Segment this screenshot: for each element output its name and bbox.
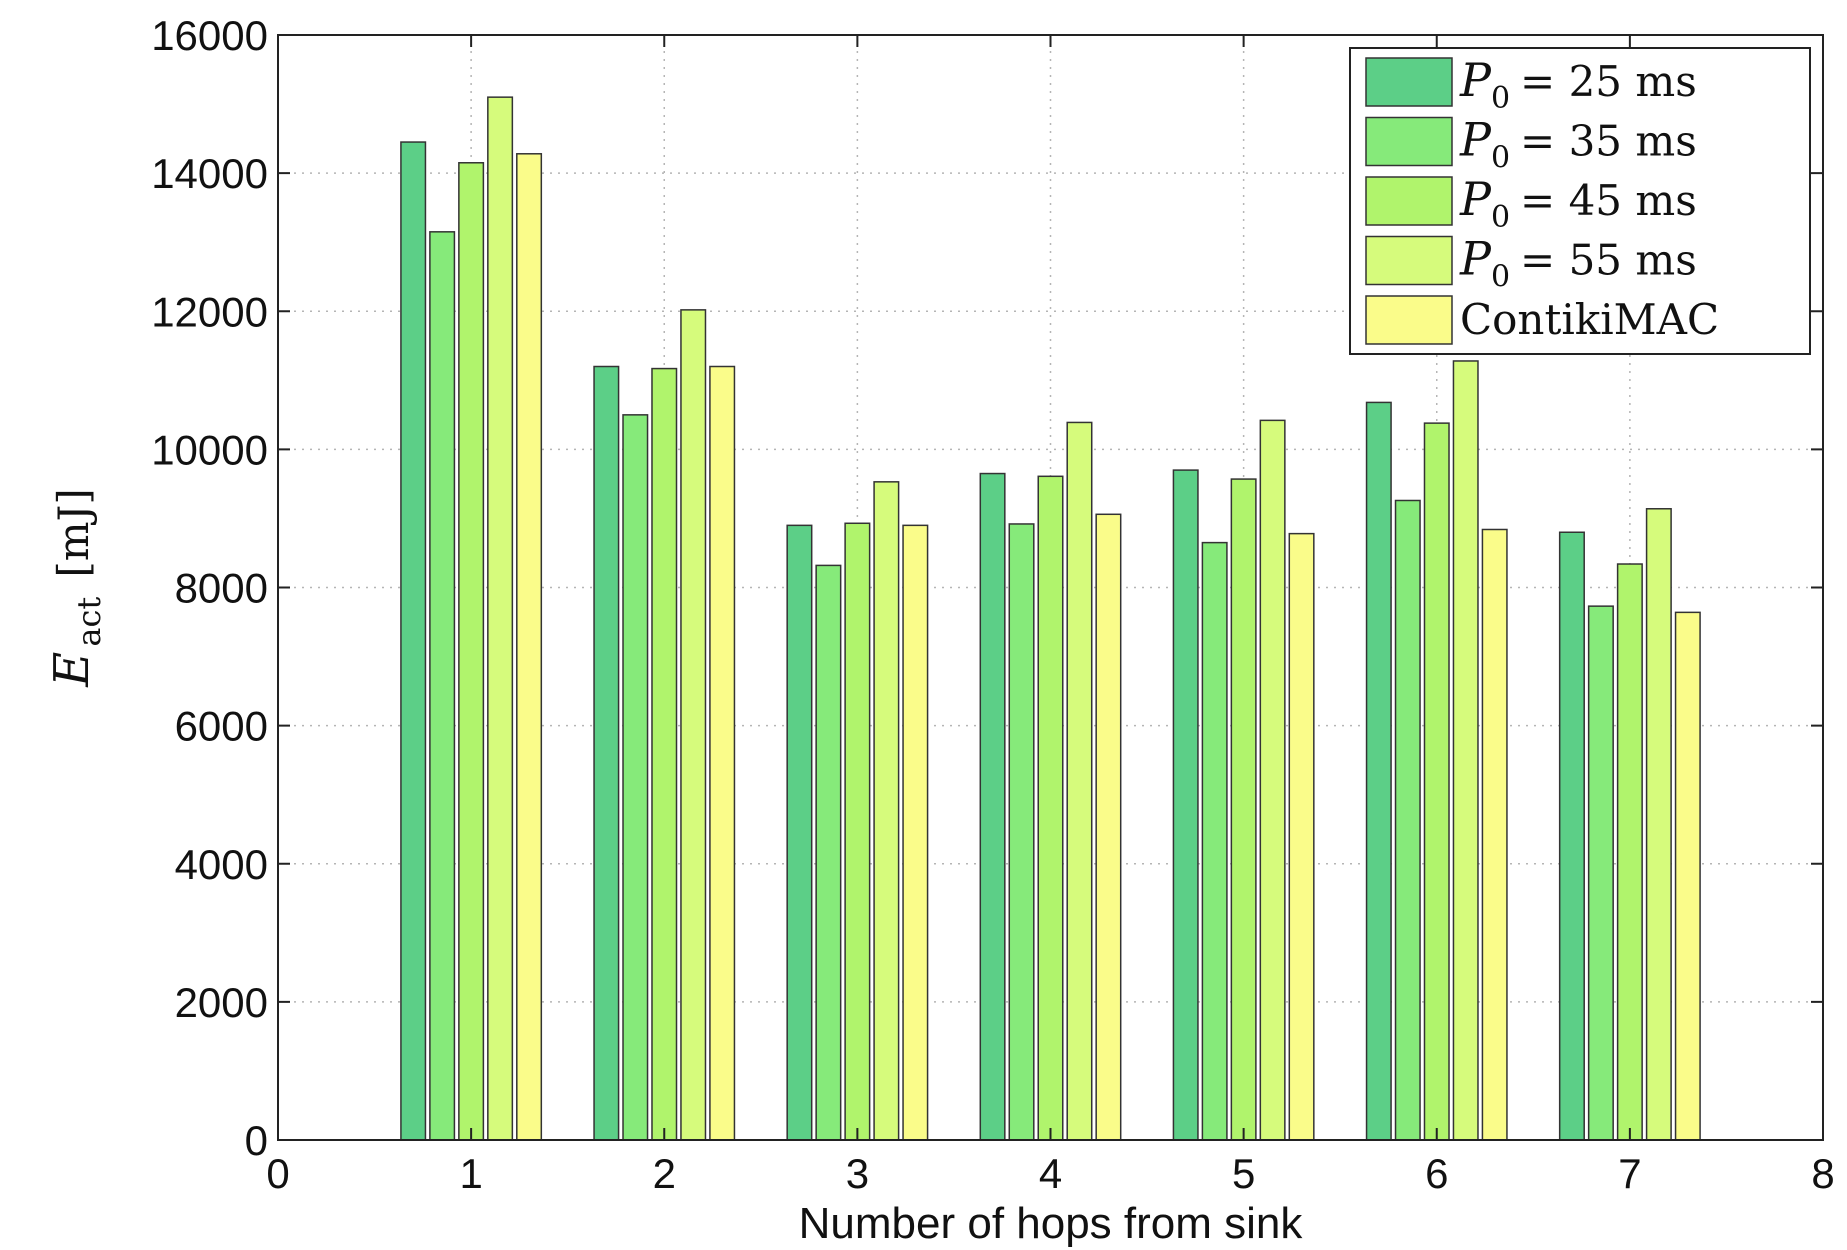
x-tick-label: 1 [459,1150,482,1197]
bar [1481,528,1508,1141]
bar [709,365,736,1141]
y-tick-label: 16000 [151,12,268,59]
x-tick-label: 4 [1039,1150,1062,1197]
y-tick-label: 6000 [175,703,268,750]
legend-label: P0 = 35 ms [1459,113,1697,176]
legend-item: P0 = 25 ms [1365,53,1697,116]
bar [400,141,427,1141]
legend-swatch [1365,295,1453,345]
bar [1365,401,1392,1141]
bar [680,309,707,1141]
bar [1616,563,1643,1141]
x-axis-title: Number of hops from sink [799,1199,1304,1248]
x-tick-label: 7 [1618,1150,1641,1197]
legend-swatch [1365,176,1453,226]
bar [1288,532,1315,1141]
bar [1259,419,1286,1141]
legend-label: P0 = 45 ms [1459,172,1697,235]
bar [622,414,649,1141]
bar [593,365,620,1141]
bar [1674,611,1701,1141]
y-axis-symbol: E [44,652,100,688]
x-tick-label: 2 [653,1150,676,1197]
bar [1037,475,1064,1141]
x-tick-label: 8 [1811,1150,1834,1197]
bar [1172,469,1199,1141]
x-tick-labels: 0 1 2 3 4 5 6 7 8 [266,1150,1834,1197]
bar [487,96,514,1141]
y-tick-label: 0 [245,1117,268,1164]
legend-label: ContikiMAC [1460,295,1719,344]
y-axis-unit: [mJ] [49,488,98,577]
x-tick-label: 5 [1232,1150,1255,1197]
legend-item: P0 = 55 ms [1365,232,1697,295]
bar [1558,531,1585,1141]
bar [902,524,929,1141]
y-axis-title: E act [mJ] [44,488,108,688]
x-tick-label: 0 [266,1150,289,1197]
legend-item: P0 = 45 ms [1365,172,1697,235]
bar [1587,605,1614,1141]
bar [979,472,1006,1141]
bar [844,522,871,1141]
bar [1008,523,1035,1141]
bars [400,96,1701,1141]
y-tick-labels: 0 2000 4000 6000 8000 10000 12000 14000 16000 [151,12,268,1164]
legend-item: ContikiMAC [1365,295,1719,345]
bar [429,231,456,1141]
legend-swatch [1365,116,1453,167]
y-tick-label: 10000 [151,426,268,473]
bar [786,524,813,1141]
x-tick-label: 6 [1425,1150,1448,1197]
legend-label: P0 = 25 ms [1459,53,1697,116]
bar [1066,421,1093,1141]
bar [651,367,678,1141]
bar [1394,499,1421,1141]
y-tick-label: 4000 [175,841,268,888]
bar [815,564,842,1141]
y-tick-label: 14000 [151,150,268,197]
bar [1645,508,1672,1141]
y-tick-label: 12000 [151,288,268,335]
bar [516,153,543,1141]
axis-ticks [277,34,1824,1141]
legend-label: P0 = 55 ms [1459,232,1697,295]
bar [1201,541,1228,1141]
bar [1230,478,1257,1141]
legend-swatch [1365,235,1453,286]
legend-swatch [1365,57,1453,107]
bar [873,481,900,1141]
legend-item: P0 = 35 ms [1365,113,1697,176]
bar [1452,360,1479,1141]
y-tick-label: 2000 [175,979,268,1026]
bar [1095,513,1122,1141]
bar [458,162,485,1141]
bar [1423,422,1450,1141]
y-tick-label: 8000 [175,565,268,612]
x-tick-label: 3 [846,1150,869,1197]
y-axis-subscript: act [70,597,108,647]
svg-text:E act [mJ]: E act [mJ] [44,488,108,688]
